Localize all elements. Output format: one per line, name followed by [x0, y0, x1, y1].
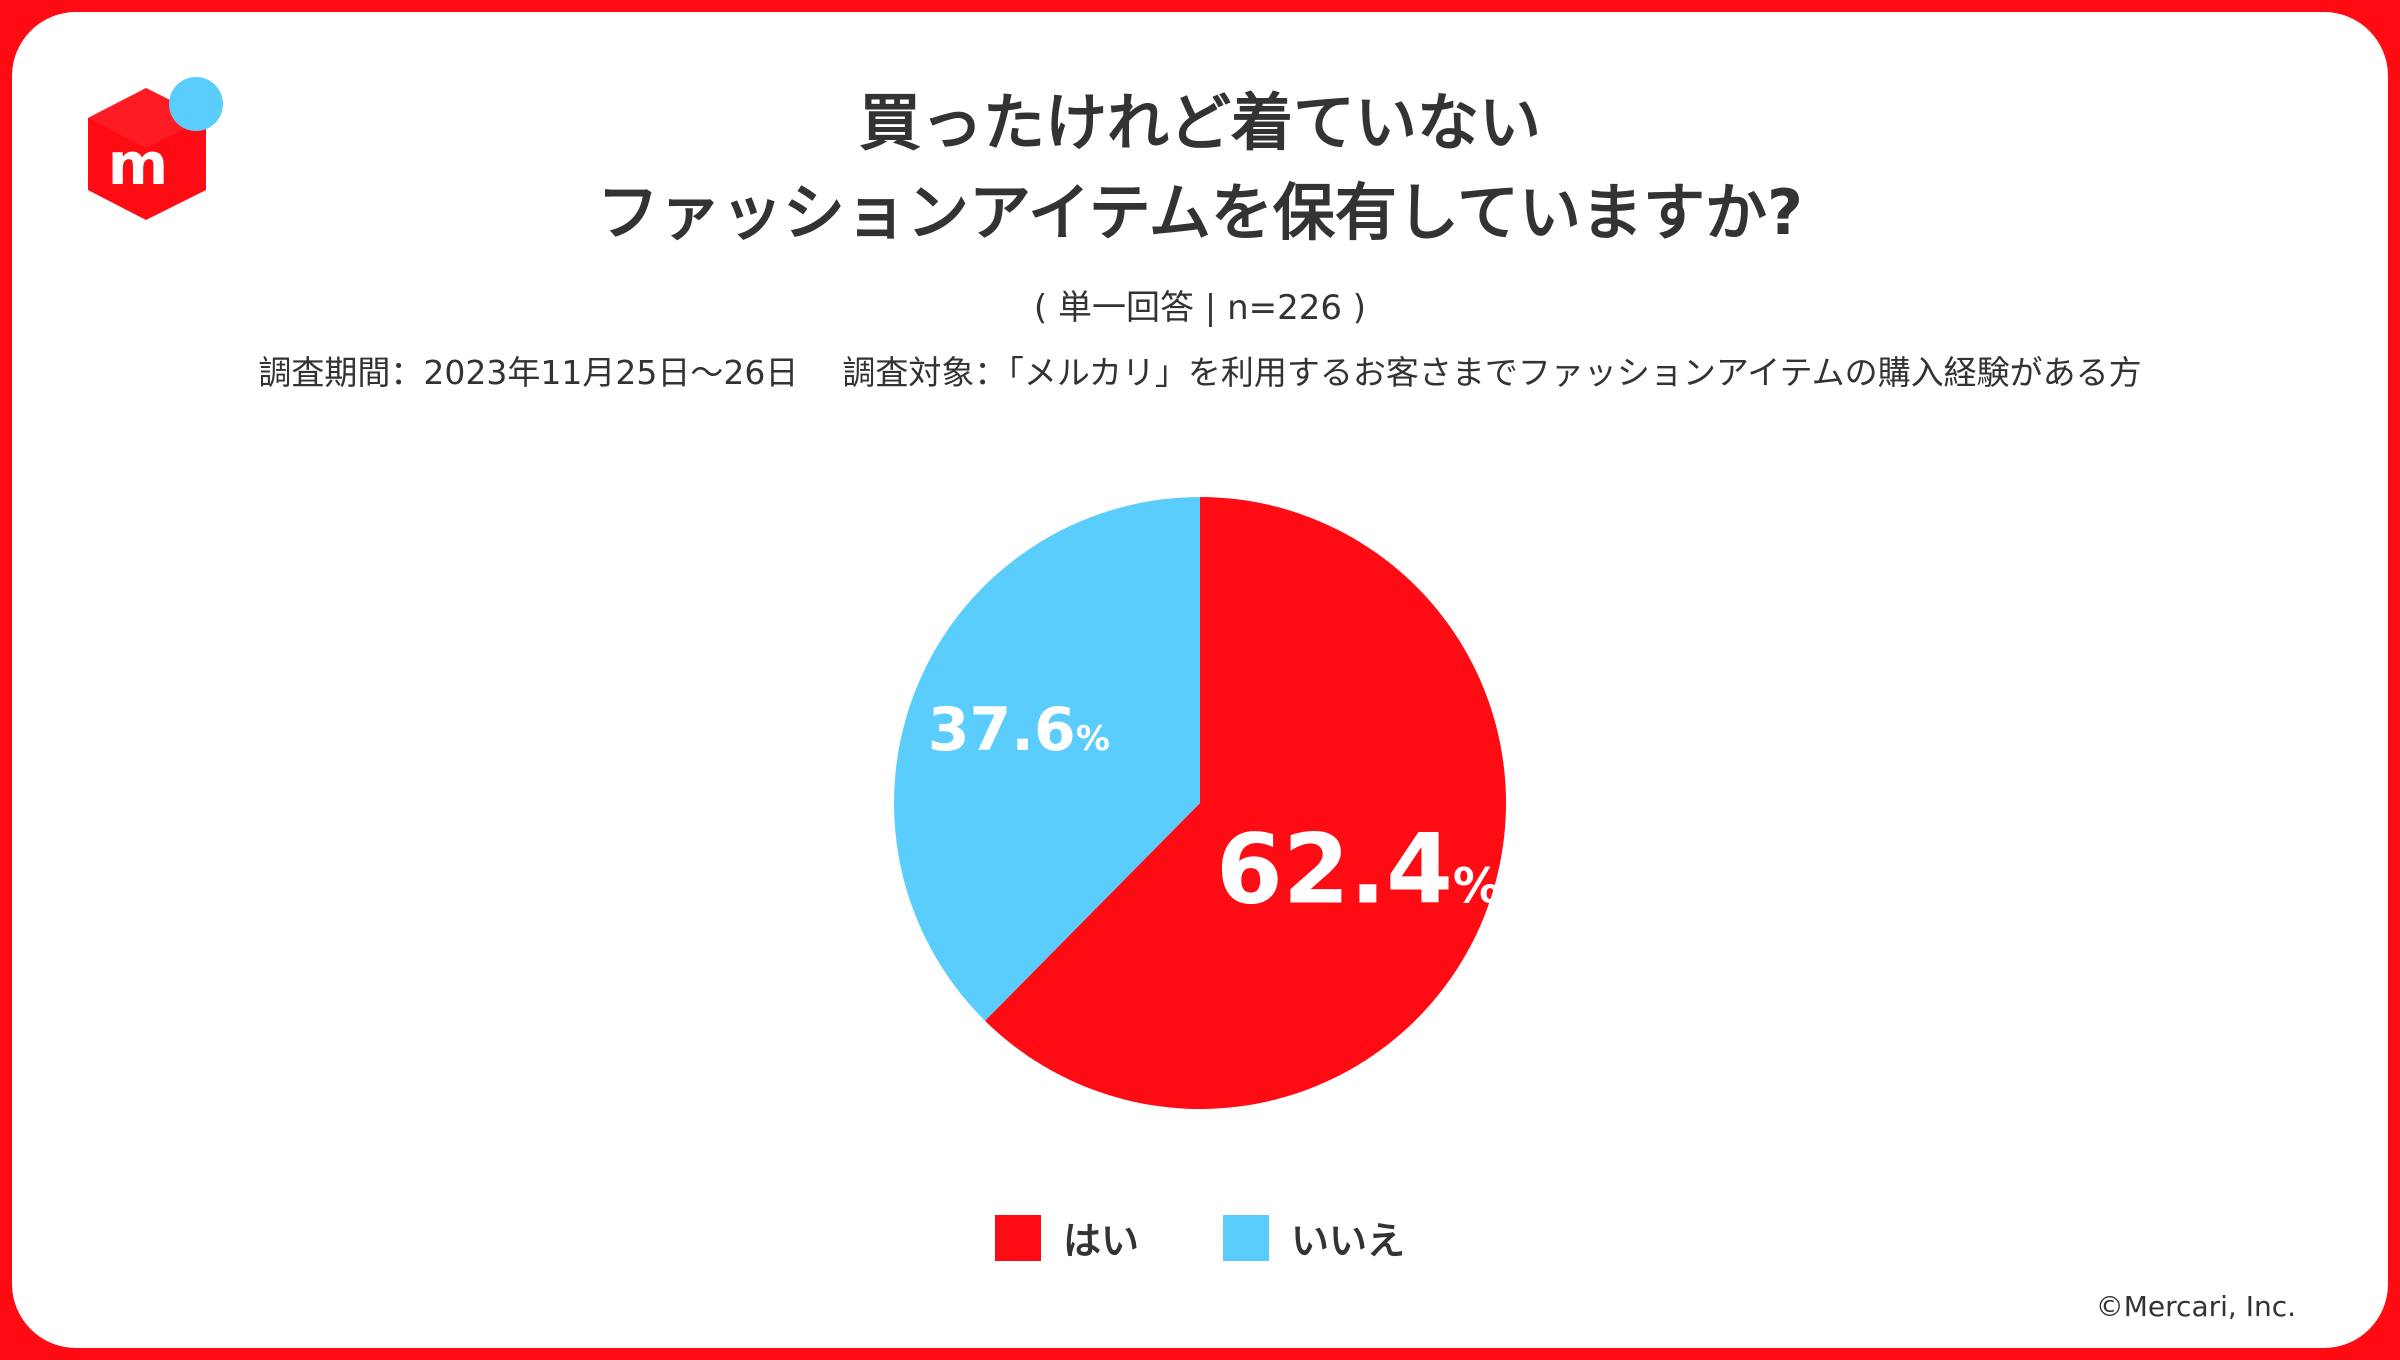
pie-chart: 62.4% 37.6%: [894, 497, 1506, 1110]
slice-label-yes: 62.4%: [1216, 814, 1501, 926]
legend: はい いいえ: [12, 1210, 2388, 1265]
chart-title-line1: 買ったけれど着ていない: [858, 86, 1541, 159]
chart-subtitle: ( 単一回答 | n=226 ): [1033, 288, 1367, 328]
pie-slice-yes: [984, 497, 1506, 1110]
slice-label-no: 37.6%: [928, 695, 1110, 765]
survey-period: 調査期間：2023年11月25日〜26日: [258, 353, 799, 392]
chart-title-line2: ファッションアイテムを保有していますか?: [597, 176, 1803, 249]
mercari-logo-icon: m: [88, 77, 223, 220]
pie-slice-no: [894, 497, 1200, 1021]
chart-card: m 買ったけれど着ていない ファッションアイテムを保有していますか? ( 単一回…: [12, 12, 2388, 1348]
legend-label-yes: はい: [1062, 1219, 1139, 1263]
logo-letter: m: [108, 130, 168, 198]
legend-swatch-yes: [994, 1214, 1041, 1261]
legend-label-no: いいえ: [1291, 1219, 1406, 1263]
copyright: ©Mercari, Inc.: [2095, 1290, 2296, 1323]
legend-swatch-no: [1223, 1214, 1269, 1261]
survey-target: 調査対象：「メルカリ」を利用するお客さまでファッションアイテムの購入経験がある方: [842, 353, 2142, 392]
legend-item-no: いいえ: [1223, 1210, 1405, 1265]
survey-meta: 調査期間：2023年11月25日〜26日 調査対象：「メルカリ」を利用するお客さま…: [12, 346, 2388, 394]
legend-item-yes: はい: [994, 1210, 1139, 1265]
